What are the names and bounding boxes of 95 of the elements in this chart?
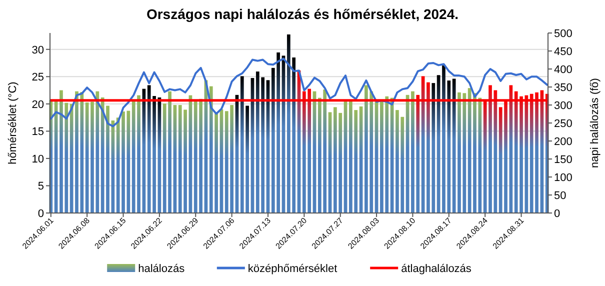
bar bbox=[364, 85, 368, 213]
bar bbox=[85, 102, 89, 213]
y2-tick-label: 350 bbox=[554, 82, 572, 94]
bar bbox=[349, 100, 352, 213]
legend-label: középhőmérséklet bbox=[248, 263, 338, 275]
bar bbox=[132, 100, 136, 213]
bar bbox=[126, 110, 130, 213]
y2-tick-label: 500 bbox=[554, 28, 572, 40]
bar bbox=[509, 85, 513, 213]
bar bbox=[240, 76, 244, 213]
bar bbox=[60, 90, 63, 213]
bar bbox=[90, 102, 94, 213]
y2-axis-title: napi halálozás (fő) bbox=[589, 78, 601, 168]
bar bbox=[106, 106, 110, 213]
bar bbox=[494, 90, 498, 213]
y2-tick-label: 100 bbox=[554, 172, 572, 184]
bar bbox=[308, 88, 312, 213]
bar bbox=[396, 110, 399, 213]
bar bbox=[530, 94, 534, 213]
y-tick-label: 0 bbox=[38, 208, 44, 220]
bar bbox=[214, 112, 218, 213]
y-tick-label: 20 bbox=[32, 98, 44, 111]
y-tick-label: 5 bbox=[38, 180, 44, 193]
bar bbox=[168, 91, 172, 213]
bar bbox=[137, 95, 140, 213]
bar bbox=[411, 91, 414, 213]
bar bbox=[400, 116, 404, 213]
y2-tick-label: 400 bbox=[554, 64, 572, 76]
y2-tick-label: 0 bbox=[554, 208, 560, 220]
bar bbox=[370, 91, 374, 213]
bar bbox=[354, 110, 358, 213]
bar bbox=[520, 96, 523, 213]
bar bbox=[96, 91, 100, 213]
y2-tick-label: 450 bbox=[554, 46, 572, 58]
bar bbox=[426, 82, 430, 213]
bar bbox=[75, 91, 78, 213]
y2-tick-label: 300 bbox=[554, 100, 572, 112]
bar bbox=[468, 88, 472, 213]
bar bbox=[111, 120, 115, 213]
y2-tick-label: 150 bbox=[554, 154, 572, 166]
bar bbox=[246, 106, 249, 213]
bar bbox=[458, 92, 461, 213]
y2-tick-label: 200 bbox=[554, 136, 572, 148]
bar bbox=[230, 105, 234, 213]
legend-label: halálozás bbox=[138, 263, 186, 275]
bar bbox=[323, 90, 327, 213]
bar bbox=[473, 93, 476, 213]
bar bbox=[334, 107, 337, 213]
bar bbox=[498, 107, 502, 213]
bar bbox=[504, 100, 508, 213]
bar bbox=[152, 96, 156, 213]
bar bbox=[100, 97, 104, 213]
bar bbox=[302, 91, 306, 213]
bar bbox=[447, 80, 451, 213]
bar bbox=[261, 77, 264, 213]
y-tick-label: 15 bbox=[32, 126, 44, 138]
bar bbox=[116, 118, 120, 213]
bar bbox=[442, 65, 446, 213]
bar bbox=[488, 85, 492, 213]
y-tick-label: 10 bbox=[32, 153, 44, 166]
bar bbox=[535, 92, 538, 213]
y-axis-title: hőmérséklet (°C) bbox=[7, 82, 19, 164]
bar bbox=[478, 98, 482, 213]
bar bbox=[256, 72, 260, 213]
bar bbox=[380, 100, 384, 213]
bar bbox=[224, 111, 228, 213]
bar bbox=[209, 86, 213, 213]
bar bbox=[80, 92, 84, 213]
bar bbox=[416, 94, 420, 213]
bar bbox=[184, 110, 187, 213]
bar bbox=[483, 100, 487, 213]
y-tick-label: 25 bbox=[32, 72, 44, 84]
y2-tick-label: 250 bbox=[554, 118, 572, 130]
y-tick-label: 30 bbox=[32, 44, 44, 56]
bar bbox=[64, 102, 68, 213]
bar bbox=[338, 112, 342, 213]
bar bbox=[318, 98, 322, 213]
bar bbox=[276, 52, 280, 213]
bar bbox=[462, 93, 466, 213]
bar bbox=[162, 104, 166, 213]
bar bbox=[292, 57, 296, 213]
legend-label: átlaghalálozás bbox=[401, 263, 472, 275]
bar bbox=[385, 96, 389, 213]
chart-title: Országos napi halálozás és hőmérséklet, 2024. bbox=[146, 6, 459, 22]
bar bbox=[286, 34, 290, 213]
bar bbox=[122, 111, 125, 213]
bar bbox=[432, 83, 436, 213]
bar bbox=[178, 105, 182, 213]
line-series bbox=[50, 58, 548, 128]
bar bbox=[271, 68, 275, 213]
y2-tick-label: 50 bbox=[554, 190, 566, 202]
bar bbox=[514, 91, 518, 213]
bar bbox=[199, 98, 202, 213]
bar bbox=[147, 85, 151, 213]
bar bbox=[194, 100, 198, 213]
